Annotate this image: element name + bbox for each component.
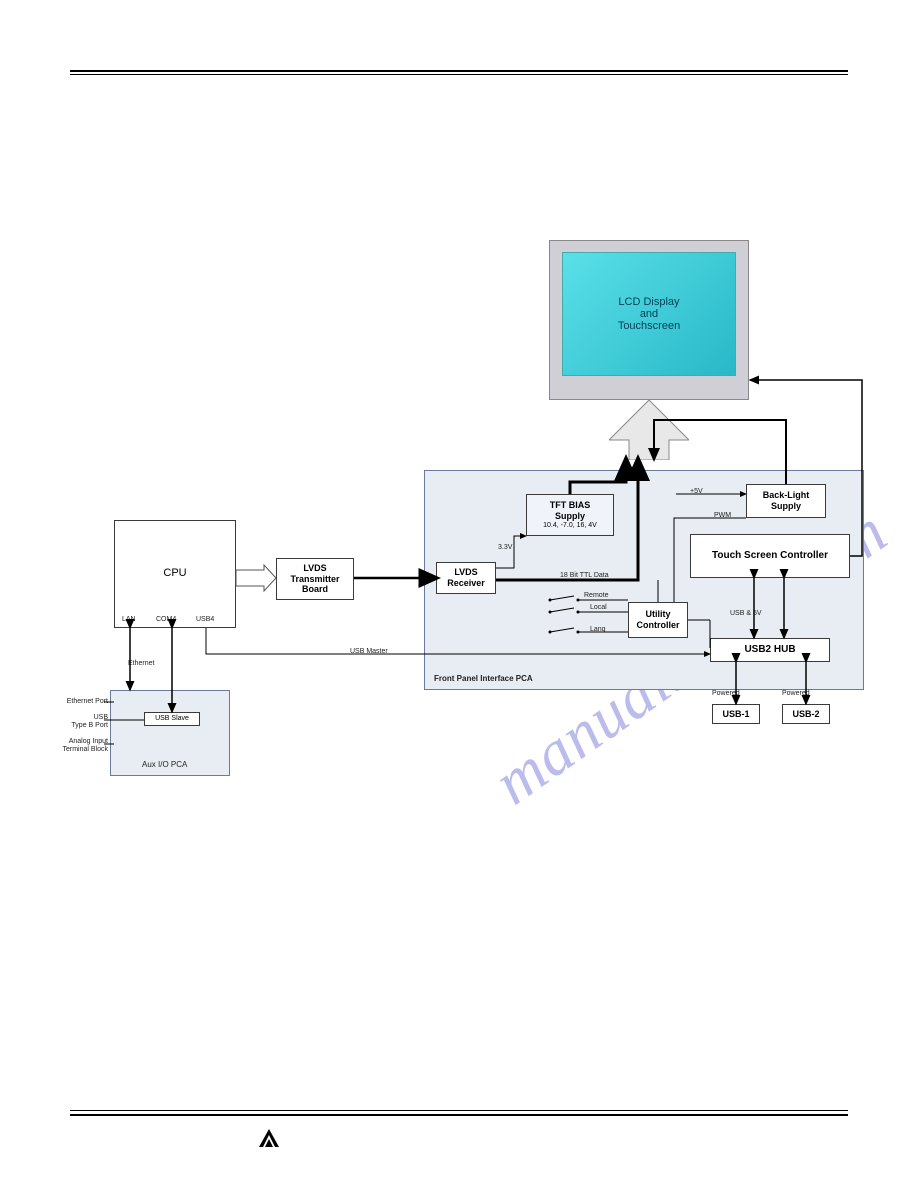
sw-local-a [550, 608, 574, 612]
connectors [54, 240, 864, 800]
page-rule-top [70, 70, 848, 72]
block-diagram: LCD Display and Touchscreen Front Panel … [54, 240, 864, 800]
teledyne-logo [255, 1125, 283, 1149]
arrow-3v3 [496, 536, 526, 568]
line-pwm [674, 518, 746, 602]
arrow-cpu-to-lvdstx [236, 565, 276, 591]
arrow-usb-master [206, 628, 710, 654]
page-rule-bottom [70, 1114, 848, 1116]
arrow-backlight-monitor [654, 420, 786, 484]
arrow-tft-monitor [570, 460, 626, 494]
sw-lang-a [550, 628, 574, 632]
page-rule-top-thin [70, 74, 848, 75]
page-rule-bottom-thin [70, 1110, 848, 1111]
sw-remote-a [550, 596, 574, 600]
arrow-touch-monitor [750, 380, 862, 556]
arrow-ttl [496, 460, 638, 580]
